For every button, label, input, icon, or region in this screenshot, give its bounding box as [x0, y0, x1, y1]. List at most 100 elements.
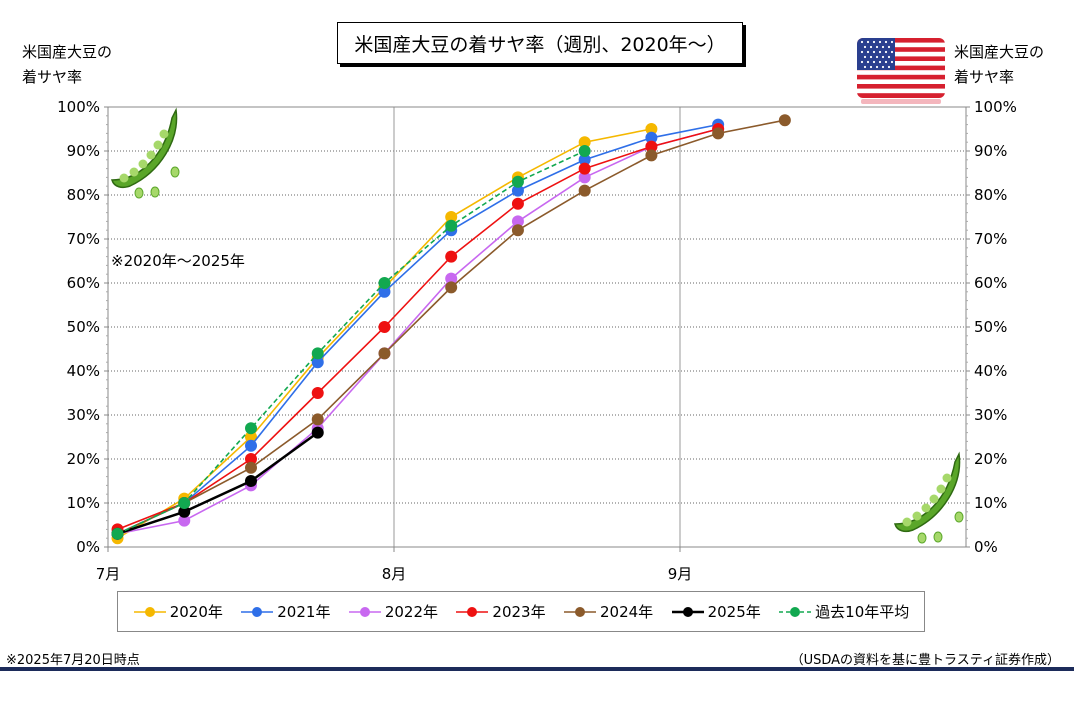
- legend-item: 2022年: [348, 601, 438, 622]
- data-point: [578, 153, 591, 166]
- legend-swatch: [348, 606, 381, 617]
- legend-label: 2020年: [169, 603, 223, 621]
- data-point: [311, 426, 324, 439]
- data-point: [712, 127, 725, 140]
- data-point: [578, 184, 591, 197]
- chart-title: 米国産大豆の着サヤ率（週別、2020年〜）: [337, 22, 743, 64]
- x-tick-label: 7月: [96, 565, 121, 583]
- legend-label: 2023年: [492, 603, 546, 621]
- legend-label: 2022年: [384, 603, 439, 621]
- data-point: [645, 131, 658, 144]
- footer-rule: [0, 667, 1074, 671]
- y-tick-label-left: 40%: [67, 362, 100, 380]
- data-point: [445, 250, 458, 263]
- data-point: [445, 211, 458, 223]
- data-point: [178, 514, 191, 527]
- data-point: [311, 347, 324, 360]
- data-point: [778, 114, 791, 127]
- right-axis-title: 米国産大豆の 着サヤ率: [954, 40, 1044, 90]
- data-point: [245, 431, 257, 443]
- data-point: [378, 347, 391, 360]
- data-point: [378, 321, 391, 333]
- data-point: [445, 219, 458, 232]
- legend: 2020年 2021年 2022年 2023年 2024年 2025年 過去10年平均: [117, 591, 925, 632]
- data-point: [511, 224, 524, 237]
- data-point: [111, 527, 124, 540]
- y-axis-left: 0% 10% 20% 30% 40% 50% 60% 70% 80% 90% 100%: [57, 98, 108, 556]
- legend-item: 2020年: [133, 601, 223, 622]
- legend-label: 2025年: [707, 603, 761, 621]
- data-point: [645, 140, 658, 153]
- footer-date-note: ※2025年7月20日時点: [6, 653, 140, 668]
- data-point: [311, 356, 324, 369]
- y-tick-label-left: 50%: [67, 318, 100, 336]
- x-tick-label: 8月: [382, 565, 407, 583]
- legend-label: 2021年: [277, 603, 331, 621]
- us-flag-icon: [857, 38, 945, 104]
- y-tick-label-right: 0%: [974, 538, 998, 556]
- series-3: [111, 123, 725, 536]
- legend-swatch: [456, 606, 489, 617]
- data-point: [245, 461, 257, 474]
- y-tick-label-right: 80%: [974, 186, 1007, 204]
- data-point: [511, 175, 524, 188]
- y-tick-label-right: 20%: [974, 450, 1007, 468]
- y-tick-label-right: 100%: [974, 98, 1017, 116]
- data-point: [245, 453, 257, 465]
- series-line: [117, 128, 719, 535]
- data-point: [578, 145, 591, 157]
- right-axis-title-line2: 着サヤ率: [954, 68, 1015, 86]
- y-tick-label-right: 30%: [974, 406, 1007, 424]
- footer-source: （USDAの資料を基に豊トラスティ証券作成）: [790, 653, 1060, 668]
- legend-item: 2021年: [240, 601, 330, 622]
- y-tick-label-right: 50%: [974, 318, 1007, 336]
- data-point: [578, 136, 591, 149]
- data-point: [178, 505, 191, 518]
- series-line: [117, 123, 719, 535]
- soybean-pod-icon: [111, 107, 180, 199]
- data-point: [245, 422, 257, 435]
- data-point: [445, 281, 458, 294]
- x-tick-label: 9月: [668, 565, 693, 583]
- legend-label: 2024年: [600, 603, 654, 621]
- y-tick-label-left: 10%: [67, 494, 100, 512]
- y-tick-label-left: 60%: [67, 274, 100, 292]
- y-axis-right: 0% 10% 20% 30% 40% 50% 60% 70% 80% 90% 100%: [966, 98, 1017, 556]
- y-tick-label-right: 90%: [974, 142, 1007, 160]
- y-tick-label-left: 70%: [67, 230, 100, 248]
- legend-swatch: [564, 606, 596, 617]
- grid: [108, 106, 966, 547]
- y-tick-label-left: 20%: [67, 450, 100, 468]
- data-point: [578, 162, 591, 175]
- y-tick-label-left: 100%: [57, 98, 100, 116]
- series-2: [111, 123, 725, 540]
- series-line: [117, 128, 719, 531]
- legend-item: 2024年: [563, 601, 653, 622]
- legend-swatch: [779, 606, 812, 617]
- series-0: [111, 123, 658, 545]
- y-tick-label-left: 30%: [67, 406, 100, 424]
- data-point: [645, 123, 658, 135]
- y-tick-label-right: 40%: [974, 362, 1007, 380]
- legend-swatch: [241, 606, 274, 617]
- data-point: [378, 277, 391, 289]
- y-tick-label-right: 70%: [974, 230, 1007, 248]
- series-group: [111, 114, 791, 545]
- data-point: [378, 285, 391, 298]
- data-point: [511, 197, 524, 210]
- series-line: [117, 128, 652, 539]
- data-point: [578, 171, 591, 184]
- y-tick-label-left: 90%: [67, 142, 100, 160]
- soybean-pod-icon: [894, 451, 964, 544]
- legend-swatch: [671, 606, 704, 617]
- legend-item: 2025年: [671, 601, 761, 622]
- x-axis: 7月 8月 9月: [96, 547, 693, 583]
- series-6: [111, 145, 591, 540]
- data-point: [245, 475, 257, 487]
- data-point: [178, 497, 191, 509]
- right-axis-title-line1: 米国産大豆の: [954, 43, 1045, 61]
- y-tick-label-right: 10%: [974, 494, 1007, 512]
- left-axis-title: 米国産大豆の 着サヤ率: [22, 40, 112, 90]
- data-point: [445, 272, 458, 285]
